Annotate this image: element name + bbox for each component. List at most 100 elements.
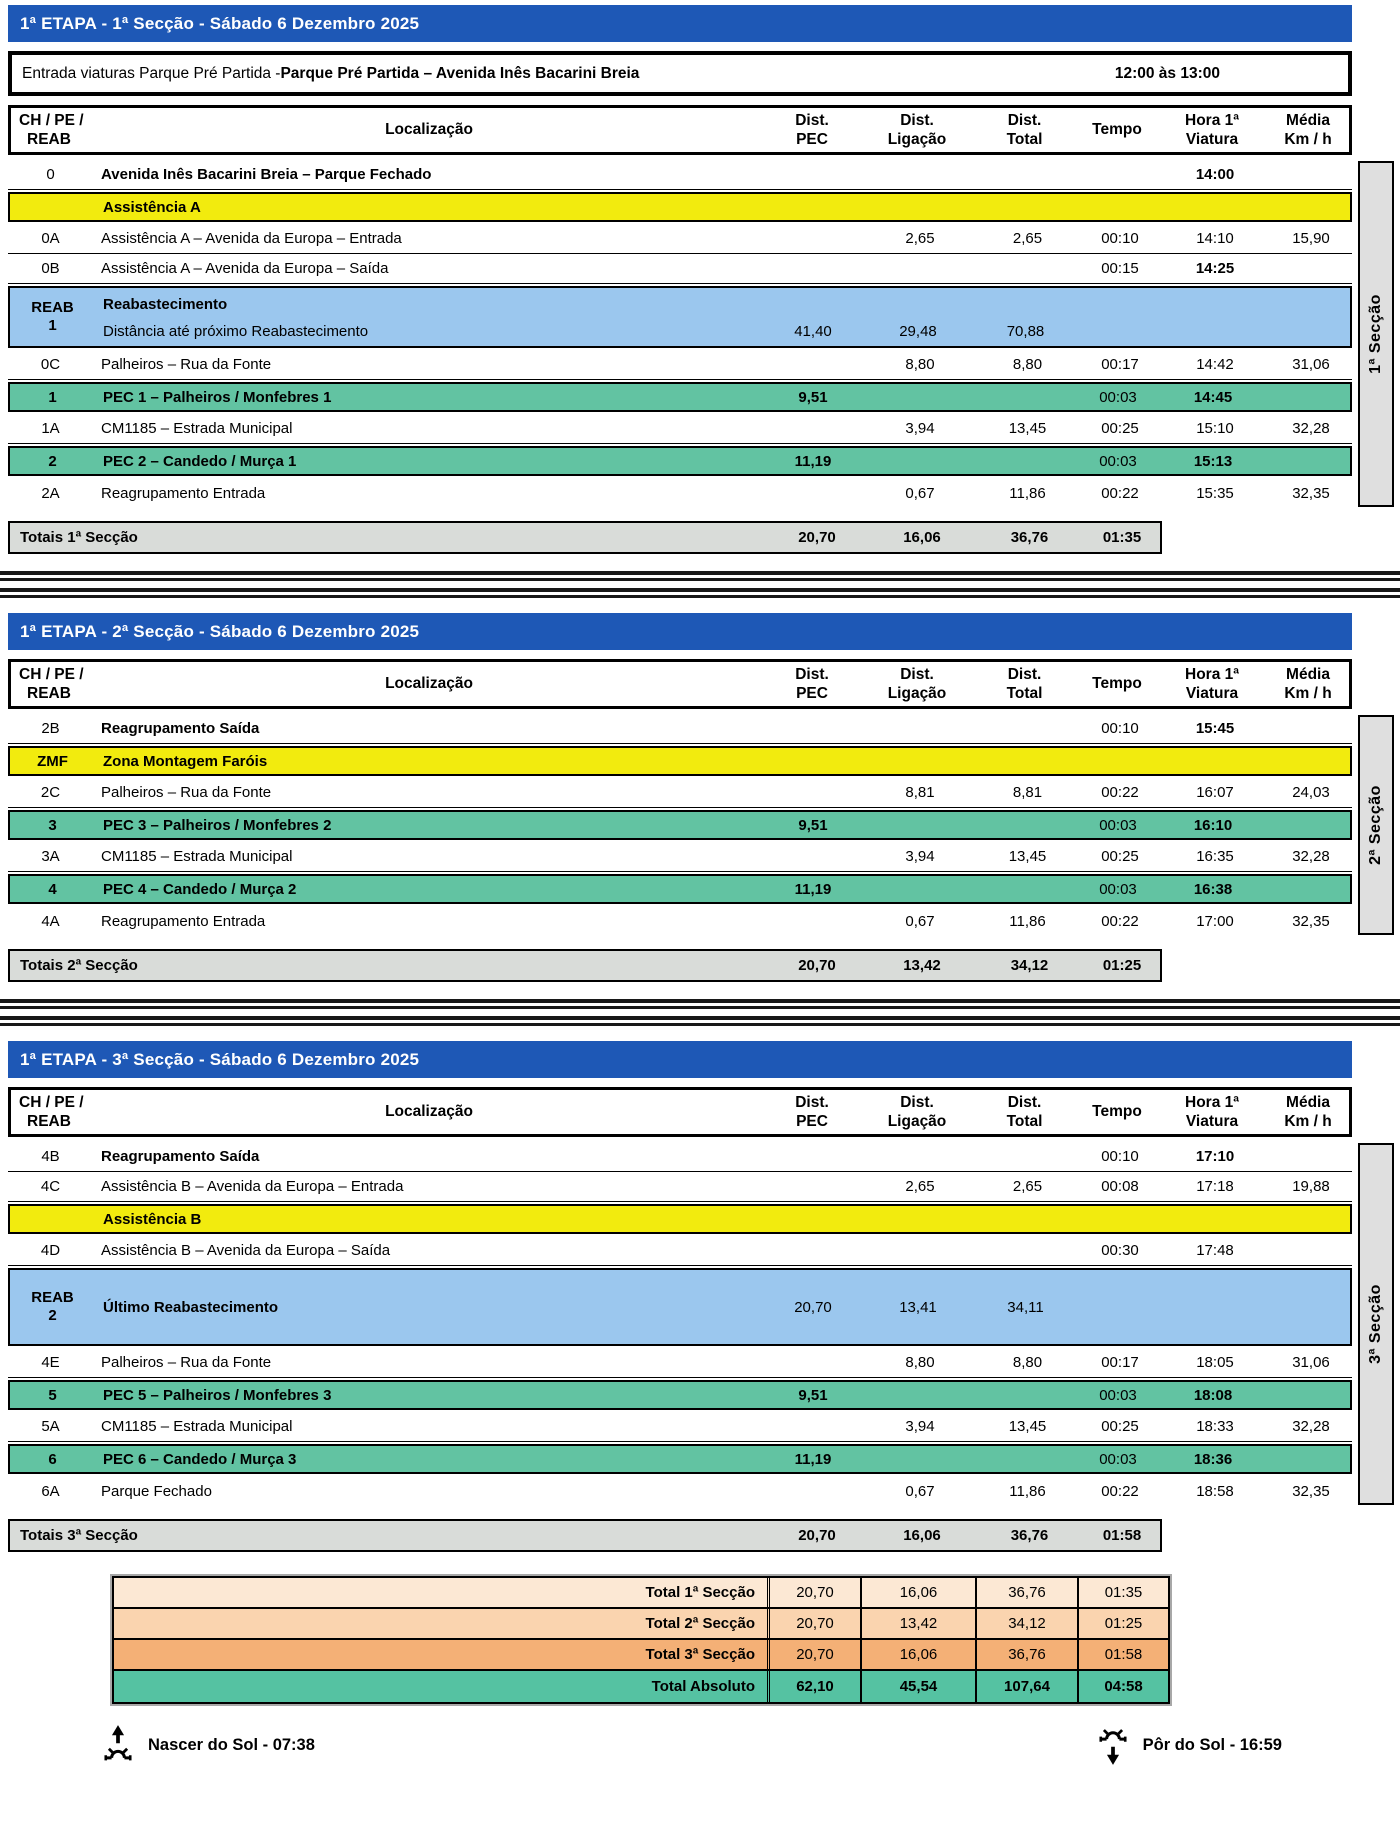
summary-value: 36,76 xyxy=(975,1578,1077,1607)
summary-label: Total Absoluto xyxy=(114,1671,770,1702)
cell-pec xyxy=(765,855,865,859)
header-line: PEC xyxy=(796,685,828,702)
cell-med xyxy=(1270,173,1352,177)
cell-tot xyxy=(973,887,1078,891)
pre-start-entry-box: Entrada viaturas Parque Pré Partida - Pa… xyxy=(8,51,1352,96)
cell-pec xyxy=(765,1185,865,1189)
header-hora-1a-viatura: Hora 1ª Viatura xyxy=(1157,111,1267,150)
itinerary-row: 0B Assistência A – Avenida da Europa – Sa… xyxy=(8,254,1352,284)
cell-hora: 17:48 xyxy=(1196,1242,1234,1259)
header-ch-pe-reab: CH / PE / REAB xyxy=(11,665,96,704)
cell-hora: 15:13 xyxy=(1193,452,1233,470)
cell-localizacao: Último Reabastecimento xyxy=(103,1298,279,1316)
itinerary-row: 0C Palheiros – Rua da Fonte 8,80 8,80 00:17 1… xyxy=(8,350,1352,380)
cell-pec xyxy=(765,1249,865,1253)
cell-tmp xyxy=(1078,759,1158,763)
summary-row: Total 1ª Secção 20,70 16,06 36,76 01:35 xyxy=(114,1578,1168,1609)
cell-code: 0B xyxy=(41,260,60,277)
summary-value: 20,70 xyxy=(796,1646,834,1663)
cell-tot: 13,45 xyxy=(1008,420,1047,437)
cell-localizacao: PEC 6 – Candedo / Murça 3 xyxy=(103,1450,297,1468)
cell-localizacao: Parque Fechado xyxy=(101,1482,212,1500)
cell-localizacao: Assistência A xyxy=(103,198,201,216)
header-line: Viatura xyxy=(1185,131,1239,148)
cell-localizacao: CM1185 – Estrada Municipal xyxy=(101,848,293,865)
cell-code: 4C xyxy=(40,1178,61,1195)
cell-pec xyxy=(765,237,865,241)
header-line: REAB xyxy=(27,131,71,148)
itinerary-row: 6A Parque Fechado 0,67 11,86 00:22 18:58 32,35 xyxy=(8,1476,1352,1506)
totals-label: Totais 1ª Secção xyxy=(20,529,138,546)
cell-med: 32,28 xyxy=(1292,1418,1330,1435)
cell-pec xyxy=(765,427,865,431)
cell-pec xyxy=(765,791,865,795)
sunrise-icon xyxy=(104,1725,132,1765)
section-side-label: 2ª Secção xyxy=(1358,715,1394,935)
totals-label: Totais 3ª Secção xyxy=(20,1527,138,1544)
cell-localizacao: Reagrupamento Entrada xyxy=(101,484,266,502)
cell-pec: 9,51 xyxy=(798,816,828,834)
cell-code: 2A xyxy=(41,484,60,502)
cell-pec: 11,19 xyxy=(794,452,832,470)
cell-tot: 11,86 xyxy=(1009,484,1046,502)
stage-section-2: 1ª ETAPA - 2ª Secção - Sábado 6 Dezembro… xyxy=(8,613,1400,982)
cell-tmp: 00:03 xyxy=(1099,388,1137,406)
cell-med xyxy=(1268,1457,1350,1461)
cell-pec xyxy=(765,919,865,923)
cell-lig: 0,67 xyxy=(905,1482,935,1500)
stage-section-3: 1ª ETAPA - 3ª Secção - Sábado 6 Dezembro… xyxy=(8,1041,1400,1552)
cell-lig xyxy=(863,459,973,463)
cell-med xyxy=(1270,727,1352,731)
header-line: Dist. xyxy=(900,665,934,683)
cell-med xyxy=(1268,315,1350,319)
cell-tmp xyxy=(1078,315,1158,319)
cell-tmp: 00:10 xyxy=(1101,720,1139,737)
cell-tot: 11,86 xyxy=(1009,912,1046,930)
header-media-kmh: Média Km / h xyxy=(1267,111,1349,150)
section-totals-bar: Totais 2ª Secção 20,70 13,42 34,12 01:25 xyxy=(8,949,1162,982)
cell-hora xyxy=(1158,1217,1268,1221)
cell-tot: 13,45 xyxy=(1008,848,1047,865)
summary-row: Total 2ª Secção 20,70 13,42 34,12 01:25 xyxy=(114,1609,1168,1640)
summary-value: 13,42 xyxy=(860,1609,975,1638)
rally-itinerary-document: 1ª ETAPA - 1ª Secção - Sábado 6 Dezembro… xyxy=(0,5,1400,1704)
assistance-row: Assistência A xyxy=(8,192,1352,222)
header-line: PEC xyxy=(796,131,828,148)
cell-hora: 17:10 xyxy=(1195,1148,1235,1165)
cell-tot xyxy=(973,459,1078,463)
cell-hora: 18:33 xyxy=(1196,1418,1234,1435)
cell-lig: 3,94 xyxy=(905,848,935,865)
cell-med xyxy=(1270,1155,1352,1159)
cell-tmp: 00:03 xyxy=(1099,880,1137,898)
cell-tot: 11,86 xyxy=(1009,1482,1046,1500)
header-line: Hora 1ª xyxy=(1185,1093,1239,1111)
cell-hora xyxy=(1158,759,1268,763)
totals-tempo: 01:25 xyxy=(1102,957,1142,974)
cell-lig xyxy=(865,173,975,177)
cell-tmp: 00:22 xyxy=(1101,784,1139,801)
totals-summary-table: Total 1ª Secção 20,70 16,06 36,76 01:35 Total… xyxy=(112,1576,1170,1704)
code-line: REAB xyxy=(31,1289,74,1306)
itinerary-row: 3A CM1185 – Estrada Municipal 3,94 13,45 00:… xyxy=(8,842,1352,872)
cell-code: 3A xyxy=(41,848,60,865)
cell-localizacao: CM1185 – Estrada Municipal xyxy=(101,420,293,437)
header-tempo: Tempo xyxy=(1092,675,1142,693)
cell-localizacao: Reagrupamento Saída xyxy=(101,720,260,737)
cell-tot: 8,81 xyxy=(1012,784,1043,801)
cell-med: 31,06 xyxy=(1292,356,1330,373)
totals-dist-pec: 20,70 xyxy=(798,529,836,546)
cell-code: 5A xyxy=(41,1418,60,1435)
cell-med xyxy=(1270,1249,1352,1253)
cell-code: 4E xyxy=(41,1354,60,1371)
itinerary-row: 2B Reagrupamento Saída 00:10 15:45 xyxy=(8,714,1352,744)
section-totals-bar: Totais 3ª Secção 20,70 16,06 36,76 01:58 xyxy=(8,1519,1162,1552)
itinerary-row: 1A CM1185 – Estrada Municipal 3,94 13,45 00:… xyxy=(8,414,1352,444)
cell-code: 0A xyxy=(41,230,60,247)
cell-tmp: 00:03 xyxy=(1099,816,1137,834)
cell-tmp: 00:25 xyxy=(1101,848,1139,865)
cell-tot xyxy=(973,823,1078,827)
table-header: CH / PE / REAB Localização Dist. PEC Dist. Lig… xyxy=(8,1087,1352,1137)
cell-tmp: 00:03 xyxy=(1099,1386,1137,1404)
header-hora-1a-viatura: Hora 1ª Viatura xyxy=(1157,1093,1267,1132)
summary-value: 20,70 xyxy=(796,1615,834,1632)
